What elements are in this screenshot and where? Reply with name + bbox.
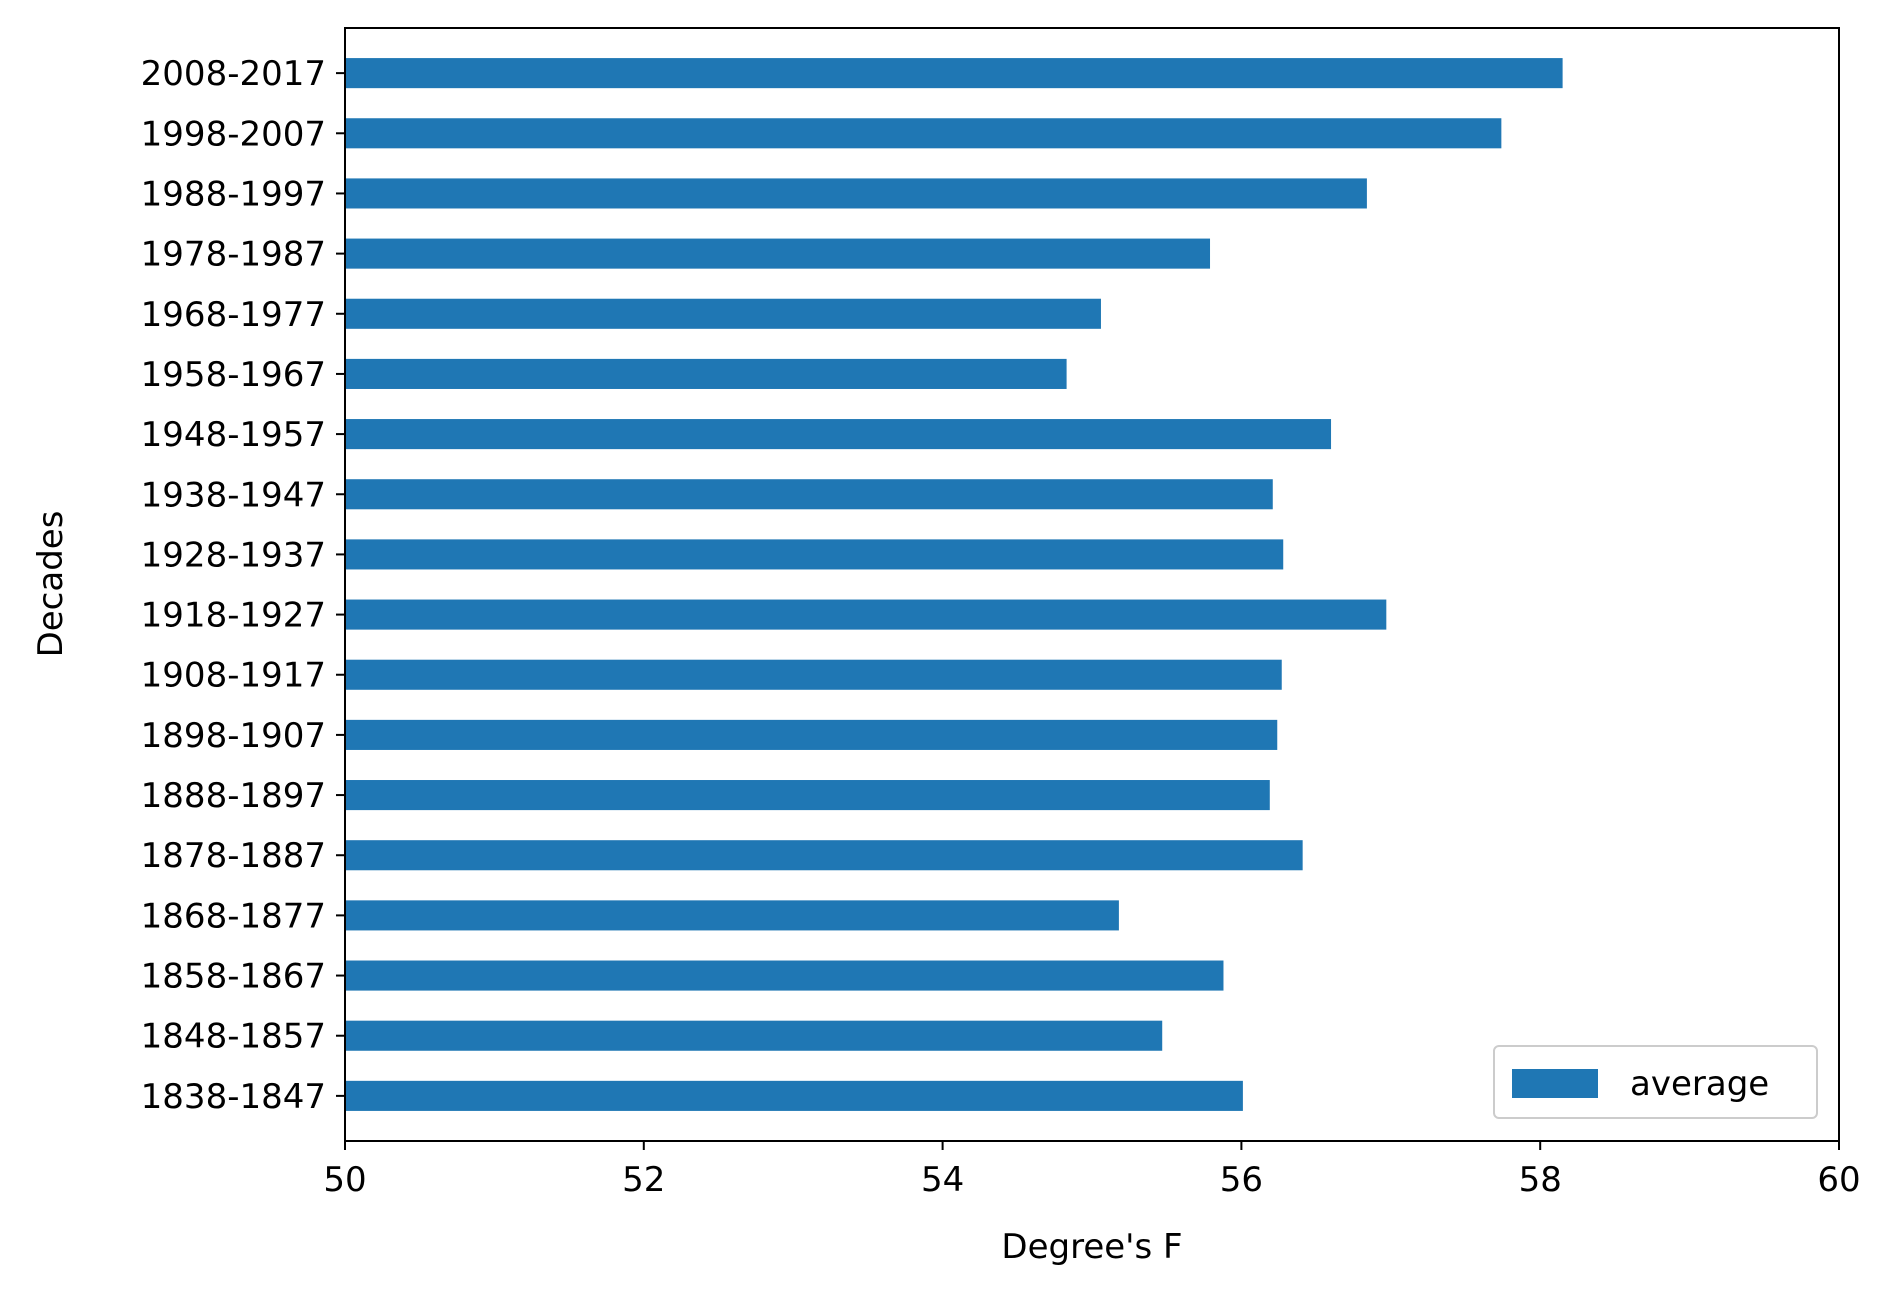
bar-2008-2017 [345, 58, 1563, 89]
plot-background [345, 28, 1839, 1141]
bar-1928-1937 [345, 539, 1284, 570]
bars-layer [345, 58, 1563, 1111]
bar-1858-1867 [345, 960, 1224, 991]
y-tick-label: 1868-1877 [141, 896, 326, 936]
legend-frame [1493, 1045, 1818, 1119]
x-ticks: 50 52 54 56 58 60 [323, 1141, 1861, 1200]
y-tick-label: 1858-1867 [141, 957, 326, 997]
y-tick-label: 1918-1927 [141, 596, 326, 636]
x-tick-label: 60 [1817, 1160, 1860, 1200]
bar-1998-2007 [345, 118, 1502, 149]
y-tick-label: 1838-1847 [141, 1077, 326, 1117]
y-tick-label: 1848-1857 [141, 1017, 326, 1057]
y-tick-label: 1948-1957 [141, 415, 326, 455]
bar-1888-1897 [345, 780, 1270, 811]
y-tick-label: 1988-1997 [141, 174, 326, 214]
plot-frame [344, 27, 1840, 1142]
bar-1958-1967 [345, 358, 1067, 389]
bar-1878-1887 [345, 840, 1303, 871]
y-tick-label: 1958-1967 [141, 355, 326, 395]
bar-1948-1957 [345, 419, 1332, 450]
x-tick-label: 50 [323, 1160, 366, 1200]
bar-1908-1917 [345, 659, 1282, 690]
bar-1868-1877 [345, 900, 1119, 931]
y-tick-label: 1998-2007 [141, 114, 326, 154]
y-tick-label: 1968-1977 [141, 295, 326, 335]
x-tick-label: 58 [1519, 1160, 1562, 1200]
y-tick-label: 1898-1907 [141, 716, 326, 756]
bar-1848-1857 [345, 1020, 1163, 1051]
y-tick-label: 1938-1947 [141, 475, 326, 515]
y-tick-label: 1908-1917 [141, 656, 326, 696]
legend-label-average: average [1630, 1064, 1769, 1104]
legend-swatch [1512, 1069, 1598, 1098]
bar-1938-1947 [345, 479, 1273, 510]
x-tick-label: 52 [622, 1160, 665, 1200]
y-tick-label: 1928-1937 [141, 535, 326, 575]
y-tick-label: 1978-1987 [141, 235, 326, 275]
bar-1988-1997 [345, 178, 1367, 209]
bar-1838-1847 [345, 1080, 1243, 1111]
y-tick-label: 1888-1897 [141, 776, 326, 816]
x-tick-label: 54 [921, 1160, 964, 1200]
x-axis-label: Degree's F [1001, 1227, 1182, 1267]
y-tick-label: 1878-1887 [141, 836, 326, 876]
x-tick-label: 56 [1220, 1160, 1263, 1200]
bar-1978-1987 [345, 238, 1211, 269]
y-ticks: 1838-1847 1848-1857 1858-1867 1868-1877 1878… [141, 54, 345, 1117]
legend: average [1493, 1045, 1818, 1119]
y-tick-label: 2008-2017 [141, 54, 326, 94]
y-axis-label: Decades [31, 511, 71, 658]
bar-1898-1907 [345, 719, 1278, 750]
bar-1968-1977 [345, 298, 1101, 329]
bar-1918-1927 [345, 599, 1387, 630]
